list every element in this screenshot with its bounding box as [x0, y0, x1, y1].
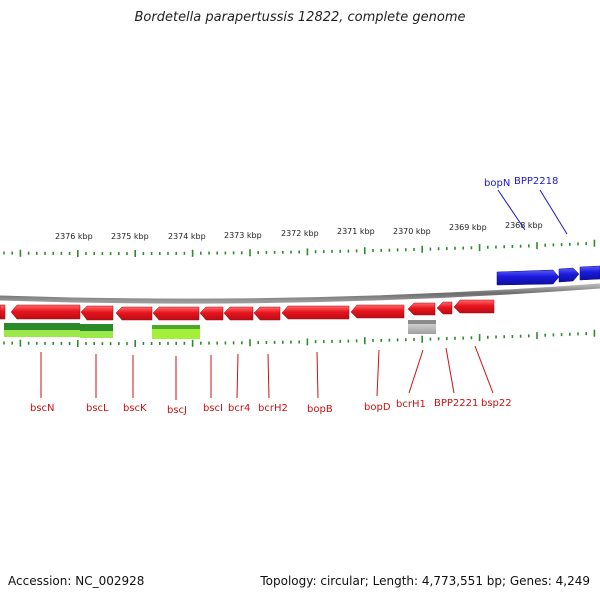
gene-label-bopB: bopB: [307, 404, 333, 415]
feature-block: [408, 324, 436, 334]
gene-label-bscN: bscN: [30, 403, 55, 414]
kbp-label: 2372 kbp: [281, 229, 319, 238]
gene-label-bopN: bopN: [484, 178, 510, 189]
gene-label-bsp22: bsp22: [481, 398, 512, 409]
genome-backbone: [0, 283, 600, 304]
kbp-label: 2368 kbp: [505, 221, 543, 230]
gene-arrow: [558, 267, 580, 283]
accession-text: Accession: NC_002928: [8, 574, 145, 588]
kbp-label: 2369 kbp: [449, 223, 487, 232]
map-title: Bordetella parapertussis 12822, complete…: [134, 10, 466, 25]
lower-gene-labels: bscN bscL bscK bscJ bscI bcr4 bcrH2 bopB…: [30, 345, 512, 416]
gene-arrow: [80, 305, 114, 321]
gene-arrow: [199, 306, 224, 321]
gene-label-bscL: bscL: [86, 403, 109, 414]
gene-label-bscI: bscI: [203, 403, 223, 414]
gene-arrow: [0, 304, 6, 320]
kbp-label: 2370 kbp: [393, 227, 431, 236]
gene-label-bopD: bopD: [364, 402, 391, 413]
label-leader: [376, 349, 380, 397]
gene-arrow: [436, 301, 453, 315]
gene-arrow: [579, 265, 600, 281]
kbp-label: 2371 kbp: [337, 227, 375, 236]
feature-block: [80, 331, 113, 338]
gene-arrow: [281, 305, 350, 320]
gene-arrow: [115, 306, 153, 321]
gene-label-BPP2221: BPP2221: [434, 398, 478, 409]
gene-arrow: [10, 304, 81, 320]
gene-arrow: [253, 306, 281, 321]
label-leader: [408, 349, 424, 394]
gene-arrow: [350, 304, 405, 319]
label-leader: [474, 345, 494, 394]
label-leader: [497, 189, 526, 231]
lower-tick-row: [3, 329, 596, 347]
feature-track: [4, 320, 436, 339]
gene-label-bcrH1: bcrH1: [396, 399, 426, 410]
feature-block: [152, 329, 200, 339]
kbp-label: 2374 kbp: [168, 232, 206, 241]
upper-tick-row: [3, 239, 596, 257]
label-leader: [445, 347, 455, 394]
gene-arrow: [496, 269, 560, 286]
forward-strand-genes: [496, 265, 600, 286]
upper-gene-labels: bopN BPP2218: [484, 176, 568, 235]
gene-label-bscJ: bscJ: [167, 405, 187, 416]
gene-label-BPP2218: BPP2218: [514, 176, 558, 187]
feature-block: [4, 323, 80, 330]
feature-block: [152, 325, 200, 329]
kbp-label: 2375 kbp: [111, 232, 149, 241]
feature-block: [408, 320, 436, 324]
label-leader: [236, 353, 239, 399]
gene-arrow: [152, 306, 200, 321]
kbp-scale: 2376 kbp 2375 kbp 2374 kbp 2373 kbp 2372…: [55, 221, 543, 241]
gene-label-bcrH2: bcrH2: [258, 403, 288, 414]
topology-text: Topology: circular; Length: 4,773,551 bp…: [260, 574, 590, 588]
kbp-label: 2373 kbp: [224, 231, 262, 240]
feature-block: [4, 330, 80, 337]
gene-arrow: [223, 306, 254, 321]
label-leader: [267, 353, 270, 399]
label-leader: [539, 189, 568, 235]
label-leader: [316, 351, 319, 399]
reverse-strand-genes: [0, 299, 495, 321]
kbp-label: 2376 kbp: [55, 232, 93, 241]
feature-block: [80, 324, 113, 331]
gene-arrow: [407, 302, 436, 316]
gene-label-bcr4: bcr4: [228, 403, 250, 414]
gene-label-bscK: bscK: [123, 403, 147, 414]
gene-arrow: [453, 299, 495, 314]
